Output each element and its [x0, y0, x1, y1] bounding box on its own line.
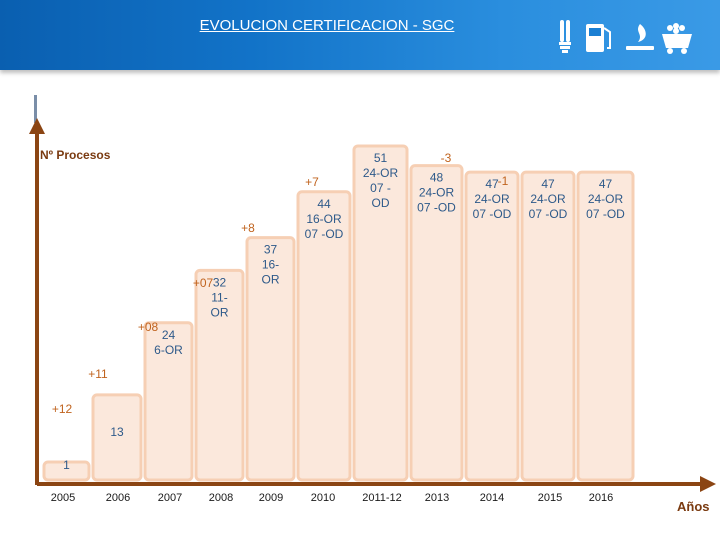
gas-flame-icon [626, 24, 654, 50]
bar-2011-12 [352, 144, 409, 482]
bar-2016 [576, 170, 635, 482]
bar-2015 [520, 170, 576, 482]
delta-label: -3 [441, 151, 452, 165]
mine-cart-icon [662, 23, 692, 54]
x-tick-2011-12: 2011-12 [362, 492, 402, 504]
page-title: EVOLUCION CERTIFICACION - SGC [199, 17, 455, 34]
lightbulb-icon [559, 20, 571, 53]
bar-label-2013: 48 24-OR 07 -OD [417, 171, 456, 215]
bar-2006 [91, 393, 143, 482]
bar-2008 [194, 268, 245, 482]
delta-label: +11 [88, 367, 108, 381]
x-tick-2005: 2005 [51, 492, 75, 504]
bar-2005 [42, 460, 91, 482]
bar-label-2006: 13 [110, 425, 124, 439]
accent-line [34, 95, 37, 123]
x-tick-2010: 2010 [311, 492, 335, 504]
x-tick-2014: 2014 [480, 492, 504, 504]
delta-label: +8 [241, 221, 255, 235]
fuel-pump-icon [586, 24, 611, 52]
bar-label-2008: 32 11-OR [211, 275, 229, 319]
delta-label: +7 [305, 175, 319, 189]
bar-label-2010: 44 16-OR 07 -OD [305, 197, 344, 241]
x-tick-2016: 2016 [589, 492, 613, 504]
bar-label-2014: 47 24-OR 07 -OD [473, 177, 512, 221]
bar-2007 [143, 321, 194, 482]
y-axis-arrow [29, 118, 45, 134]
bar-2013 [409, 164, 464, 482]
x-tick-2006: 2006 [106, 492, 130, 504]
x-tick-2013: 2013 [425, 492, 449, 504]
bar-2010 [296, 190, 352, 482]
bar-2014 [464, 170, 520, 482]
delta-label: -1 [498, 174, 509, 188]
delta-label: +08 [138, 320, 159, 334]
bar-label-2007: 24 6-OR [154, 328, 183, 357]
bar-label-2011-12: 51 24-OR 07 -OD [363, 151, 399, 210]
x-tick-2015: 2015 [538, 492, 562, 504]
x-axis-arrow [700, 476, 716, 492]
y-axis-label: Nº Procesos [40, 148, 111, 162]
delta-label: +12 [52, 402, 73, 416]
x-tick-2009: 2009 [259, 492, 283, 504]
x-tick-2007: 2007 [158, 492, 182, 504]
bar-2009 [245, 236, 296, 482]
bar-label-2005: 1 [63, 458, 70, 472]
bar-label-2016: 47 24-OR 07 -OD [586, 177, 625, 221]
x-tick-2008: 2008 [209, 492, 233, 504]
header-banner: EVOLUCION CERTIFICACION - SGC [0, 0, 720, 70]
x-axis-label: Años [677, 499, 710, 514]
delta-label: +07 [193, 276, 214, 290]
bar-label-2015: 47 24-OR 07 -OD [529, 177, 568, 221]
sector-icons [559, 20, 692, 54]
bar-label-2009: 37 16-OR [262, 243, 280, 287]
